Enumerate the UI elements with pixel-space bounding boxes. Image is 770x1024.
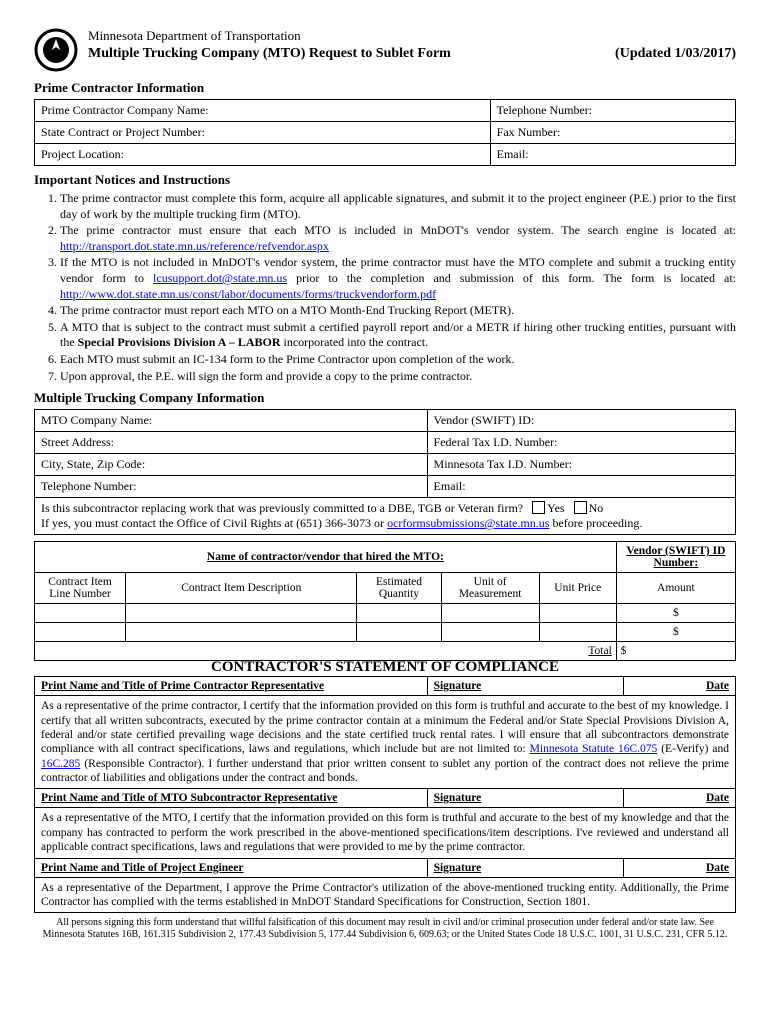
prime-contract-cell[interactable]: State Contract or Project Number: xyxy=(35,122,491,144)
pe-rep-label[interactable]: Print Name and Title of Project Engineer xyxy=(35,858,428,877)
footer-disclaimer: All persons signing this form understand… xyxy=(34,917,736,941)
prime-company-cell[interactable]: Prime Contractor Company Name: xyxy=(35,100,491,122)
instruction-5: A MTO that is subject to the contract mu… xyxy=(60,320,736,351)
instruction-6: Each MTO must submit an IC-134 form to t… xyxy=(60,352,736,368)
no-checkbox[interactable] xyxy=(574,501,587,514)
col-price: Unit Price xyxy=(539,573,616,604)
replace-question-row: Is this subcontractor replacing work tha… xyxy=(35,498,736,535)
col-unit: Unit of Measurement xyxy=(441,573,539,604)
col-line-number: Contract Item Line Number xyxy=(35,573,126,604)
vendor-search-link[interactable]: http://transport.dot.state.mn.us/referen… xyxy=(60,239,329,253)
date-label[interactable]: Date xyxy=(623,858,735,877)
document-header: Minnesota Department of Transportation M… xyxy=(34,28,736,72)
instruction-3: If the MTO is not included in MnDOT's ve… xyxy=(60,255,736,302)
mto-vendor-cell[interactable]: Vendor (SWIFT) ID: xyxy=(427,410,735,432)
prime-phone-cell[interactable]: Telephone Number: xyxy=(490,100,735,122)
signature-label[interactable]: Signature xyxy=(427,677,623,696)
hired-vendor-header[interactable]: Vendor (SWIFT) ID Number: xyxy=(616,542,735,573)
instruction-2: The prime contractor must ensure that ea… xyxy=(60,223,736,254)
col-quantity: Estimated Quantity xyxy=(357,573,441,604)
ocr-email-link[interactable]: ocrformsubmissions@state.mn.us xyxy=(387,516,549,530)
hired-table: Name of contractor/vendor that hired the… xyxy=(34,541,736,661)
date-label[interactable]: Date xyxy=(623,677,735,696)
mto-company-cell[interactable]: MTO Company Name: xyxy=(35,410,428,432)
yes-checkbox[interactable] xyxy=(532,501,545,514)
cert2-text: As a representative of the MTO, I certif… xyxy=(35,808,736,858)
instruction-1: The prime contractor must complete this … xyxy=(60,191,736,222)
signature-label[interactable]: Signature xyxy=(427,858,623,877)
mto-heading: Multiple Trucking Company Information xyxy=(34,390,736,406)
updated-date: (Updated 1/03/2017) xyxy=(615,46,736,62)
table-row[interactable]: $ xyxy=(35,623,736,642)
statute-16c285-link[interactable]: 16C.285 xyxy=(41,758,80,770)
instruction-4: The prime contractor must report each MT… xyxy=(60,303,736,319)
prime-fax-cell[interactable]: Fax Number: xyxy=(490,122,735,144)
prime-location-cell[interactable]: Project Location: xyxy=(35,144,491,166)
mto-fedtax-cell[interactable]: Federal Tax I.D. Number: xyxy=(427,432,735,454)
col-description: Contract Item Description xyxy=(126,573,357,604)
cert3-text: As a representative of the Department, I… xyxy=(35,877,736,913)
department-name: Minnesota Department of Transportation xyxy=(88,28,736,44)
mto-street-cell[interactable]: Street Address: xyxy=(35,432,428,454)
date-label[interactable]: Date xyxy=(623,789,735,808)
col-amount: Amount xyxy=(616,573,735,604)
prime-email-cell[interactable]: Email: xyxy=(490,144,735,166)
mto-email-cell[interactable]: Email: xyxy=(427,476,735,498)
instruction-7: Upon approval, the P.E. will sign the fo… xyxy=(60,369,736,385)
support-email-link[interactable]: lcusupport.dot@state.mn.us xyxy=(153,271,287,285)
prime-heading: Prime Contractor Information xyxy=(34,80,736,96)
instructions-heading: Important Notices and Instructions xyxy=(34,172,736,188)
table-row[interactable]: $ xyxy=(35,604,736,623)
form-title: Multiple Trucking Company (MTO) Request … xyxy=(88,46,451,62)
mto-info-table: MTO Company Name: Vendor (SWIFT) ID: Str… xyxy=(34,409,736,535)
cert1-text: As a representative of the prime contrac… xyxy=(35,696,736,789)
compliance-table: Print Name and Title of Prime Contractor… xyxy=(34,676,736,913)
statute-16c075-link[interactable]: Minnesota Statute 16C.075 xyxy=(530,743,658,755)
instructions-list: The prime contractor must complete this … xyxy=(34,191,736,384)
mto-mntax-cell[interactable]: Minnesota Tax I.D. Number: xyxy=(427,454,735,476)
prime-rep-label[interactable]: Print Name and Title of Prime Contractor… xyxy=(35,677,428,696)
total-amount: $ xyxy=(616,642,735,661)
mndot-logo-icon xyxy=(34,28,78,72)
mto-city-cell[interactable]: City, State, Zip Code: xyxy=(35,454,428,476)
total-label: Total xyxy=(35,642,617,661)
hired-name-header[interactable]: Name of contractor/vendor that hired the… xyxy=(35,542,617,573)
mto-phone-cell[interactable]: Telephone Number: xyxy=(35,476,428,498)
mto-rep-label[interactable]: Print Name and Title of MTO Subcontracto… xyxy=(35,789,428,808)
vendor-form-link[interactable]: http://www.dot.state.mn.us/const/labor/d… xyxy=(60,287,436,301)
prime-info-table: Prime Contractor Company Name: Telephone… xyxy=(34,99,736,166)
compliance-title: CONTRACTOR'S STATEMENT OF COMPLIANCE xyxy=(34,659,736,676)
signature-label[interactable]: Signature xyxy=(427,789,623,808)
